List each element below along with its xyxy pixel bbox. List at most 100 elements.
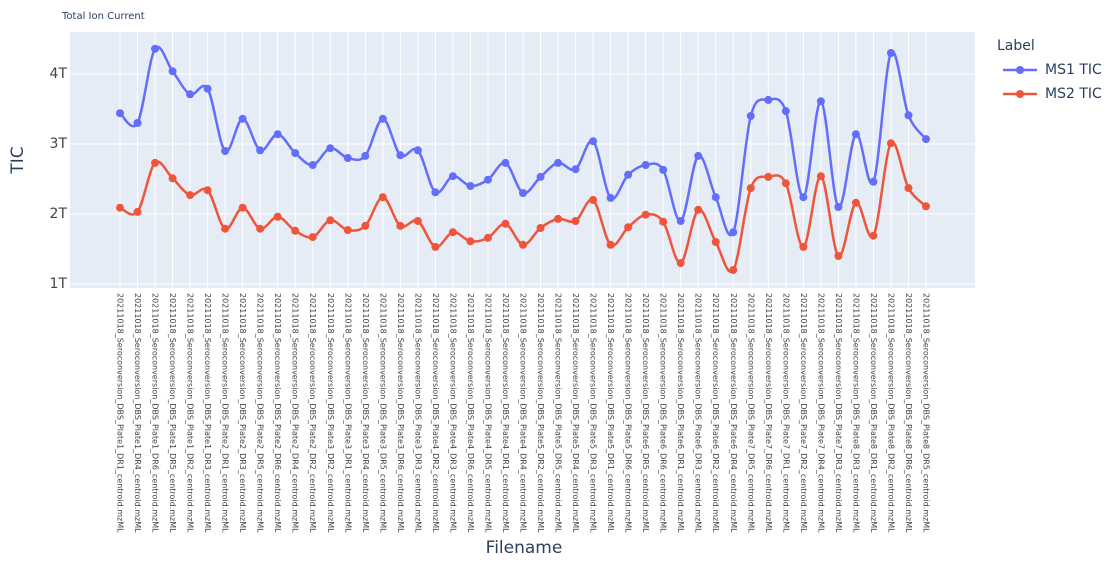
- point: [694, 205, 703, 214]
- point: [203, 84, 212, 93]
- x-tick-label: 20211018_Seroconversion_DBS_Plate3_DR1_c…: [343, 293, 352, 533]
- point: [361, 151, 370, 160]
- point: [799, 193, 808, 202]
- point: [606, 240, 615, 249]
- point: [308, 233, 317, 242]
- x-tick-label: 20211018_Seroconversion_DBS_Plate4_DR5_c…: [483, 293, 492, 533]
- point: [483, 175, 492, 184]
- x-tick-label: 20211018_Seroconversion_DBS_Plate6_DR4_c…: [729, 293, 738, 533]
- point: [431, 242, 440, 251]
- point: [869, 231, 878, 240]
- point: [396, 221, 405, 230]
- legend-marker: [1016, 66, 1024, 74]
- x-axis-title: Filename: [486, 538, 563, 558]
- point: [396, 151, 405, 160]
- x-tick-label: 20211018_Seroconversion_DBS_Plate2_DR2_c…: [308, 293, 317, 533]
- x-tick-label: 20211018_Seroconversion_DBS_Plate4_DR1_c…: [501, 293, 510, 533]
- legend-marker: [1016, 90, 1024, 98]
- point: [904, 184, 913, 193]
- point: [116, 203, 124, 212]
- x-tick-label: 20211018_Seroconversion_DBS_Plate6_DR2_c…: [711, 293, 720, 533]
- point: [168, 174, 177, 183]
- point: [816, 172, 825, 181]
- point: [851, 198, 860, 207]
- x-tick-label: 20211018_Seroconversion_DBS_Plate2_DR4_c…: [291, 293, 300, 533]
- point: [922, 202, 930, 211]
- point: [133, 119, 142, 128]
- x-tick-label: 20211018_Seroconversion_DBS_Plate7_DR6_c…: [764, 293, 773, 533]
- point: [291, 149, 300, 158]
- x-tick-label: 20211018_Seroconversion_DBS_Plate8_DR6_c…: [904, 293, 913, 533]
- point: [273, 130, 282, 139]
- point: [886, 139, 895, 148]
- chart-title: Total Ion Current: [61, 11, 145, 22]
- point: [589, 196, 598, 205]
- point: [448, 172, 457, 181]
- y-axis-title: TIC: [8, 146, 28, 174]
- x-tick-label: 20211018_Seroconversion_DBS_Plate1_DR5_c…: [168, 293, 177, 533]
- y-tick-label: 3T: [50, 136, 68, 152]
- x-tick-label: 20211018_Seroconversion_DBS_Plate2_DR6_c…: [273, 293, 282, 533]
- point: [116, 109, 124, 118]
- x-tick-label: 20211018_Seroconversion_DBS_Plate6_DR6_c…: [659, 293, 668, 533]
- x-tick-label: 20211018_Seroconversion_DBS_Plate1_DR1_c…: [116, 293, 125, 533]
- point: [238, 114, 247, 123]
- point: [589, 137, 598, 146]
- point: [151, 158, 160, 167]
- x-tick-label: 20211018_Seroconversion_DBS_Plate8_DR2_c…: [886, 293, 895, 533]
- x-tick-label: 20211018_Seroconversion_DBS_Plate6_DR3_c…: [694, 293, 703, 533]
- point: [554, 214, 563, 223]
- x-tick-label: 20211018_Seroconversion_DBS_Plate1_DR3_c…: [203, 293, 212, 533]
- point: [326, 216, 335, 225]
- point: [256, 224, 265, 233]
- point: [326, 144, 335, 153]
- x-tick-label: 20211018_Seroconversion_DBS_Plate8_DR1_c…: [869, 293, 878, 533]
- point: [133, 207, 142, 216]
- point: [641, 161, 650, 170]
- point: [764, 95, 773, 104]
- point: [483, 233, 492, 242]
- point: [361, 221, 370, 230]
- point: [904, 111, 913, 120]
- point: [343, 226, 352, 235]
- point: [413, 146, 422, 155]
- point: [729, 228, 738, 237]
- legend-label: MS1 TIC: [1045, 62, 1102, 78]
- point: [781, 179, 790, 188]
- point: [659, 165, 668, 174]
- x-tick-label: 20211018_Seroconversion_DBS_Plate8_DR5_c…: [922, 293, 931, 533]
- point: [711, 193, 720, 202]
- x-tick-label: 20211018_Seroconversion_DBS_Plate4_DR3_c…: [448, 293, 457, 533]
- point: [186, 191, 195, 200]
- point: [922, 135, 930, 144]
- point: [624, 223, 633, 232]
- point: [238, 203, 247, 212]
- x-tick-label: 20211018_Seroconversion_DBS_Plate7_DR2_c…: [799, 293, 808, 533]
- x-tick-label: 20211018_Seroconversion_DBS_Plate5_DR3_c…: [589, 293, 598, 533]
- x-tick-label: 20211018_Seroconversion_DBS_Plate8_DR3_c…: [851, 293, 860, 533]
- x-tick-label: 20211018_Seroconversion_DBS_Plate2_DR5_c…: [256, 293, 265, 533]
- x-tick-label: 20211018_Seroconversion_DBS_Plate3_DR4_c…: [361, 293, 370, 533]
- point: [413, 217, 422, 226]
- point: [799, 242, 808, 251]
- point: [448, 228, 457, 237]
- point: [151, 44, 160, 53]
- x-tick-label: 20211018_Seroconversion_DBS_Plate7_DR4_c…: [816, 293, 825, 533]
- point: [466, 237, 475, 246]
- legend-title: Label: [997, 38, 1035, 54]
- x-tick-label: 20211018_Seroconversion_DBS_Plate4_DR6_c…: [466, 293, 475, 533]
- point: [571, 165, 580, 174]
- x-tick-label: 20211018_Seroconversion_DBS_Plate3_DR5_c…: [378, 293, 387, 533]
- x-tick-label: 20211018_Seroconversion_DBS_Plate7_DR3_c…: [834, 293, 843, 533]
- point: [746, 112, 755, 121]
- point: [273, 212, 282, 221]
- point: [378, 193, 387, 202]
- x-tick-label: 20211018_Seroconversion_DBS_Plate4_DR4_c…: [519, 293, 528, 533]
- x-tick-label: 20211018_Seroconversion_DBS_Plate2_DR3_c…: [238, 293, 247, 533]
- legend-label: MS2 TIC: [1045, 86, 1102, 102]
- point: [606, 193, 615, 202]
- x-tick-label: 20211018_Seroconversion_DBS_Plate5_DR4_c…: [571, 293, 580, 533]
- x-tick-label: 20211018_Seroconversion_DBS_Plate3_DR2_c…: [326, 293, 335, 533]
- point: [571, 217, 580, 226]
